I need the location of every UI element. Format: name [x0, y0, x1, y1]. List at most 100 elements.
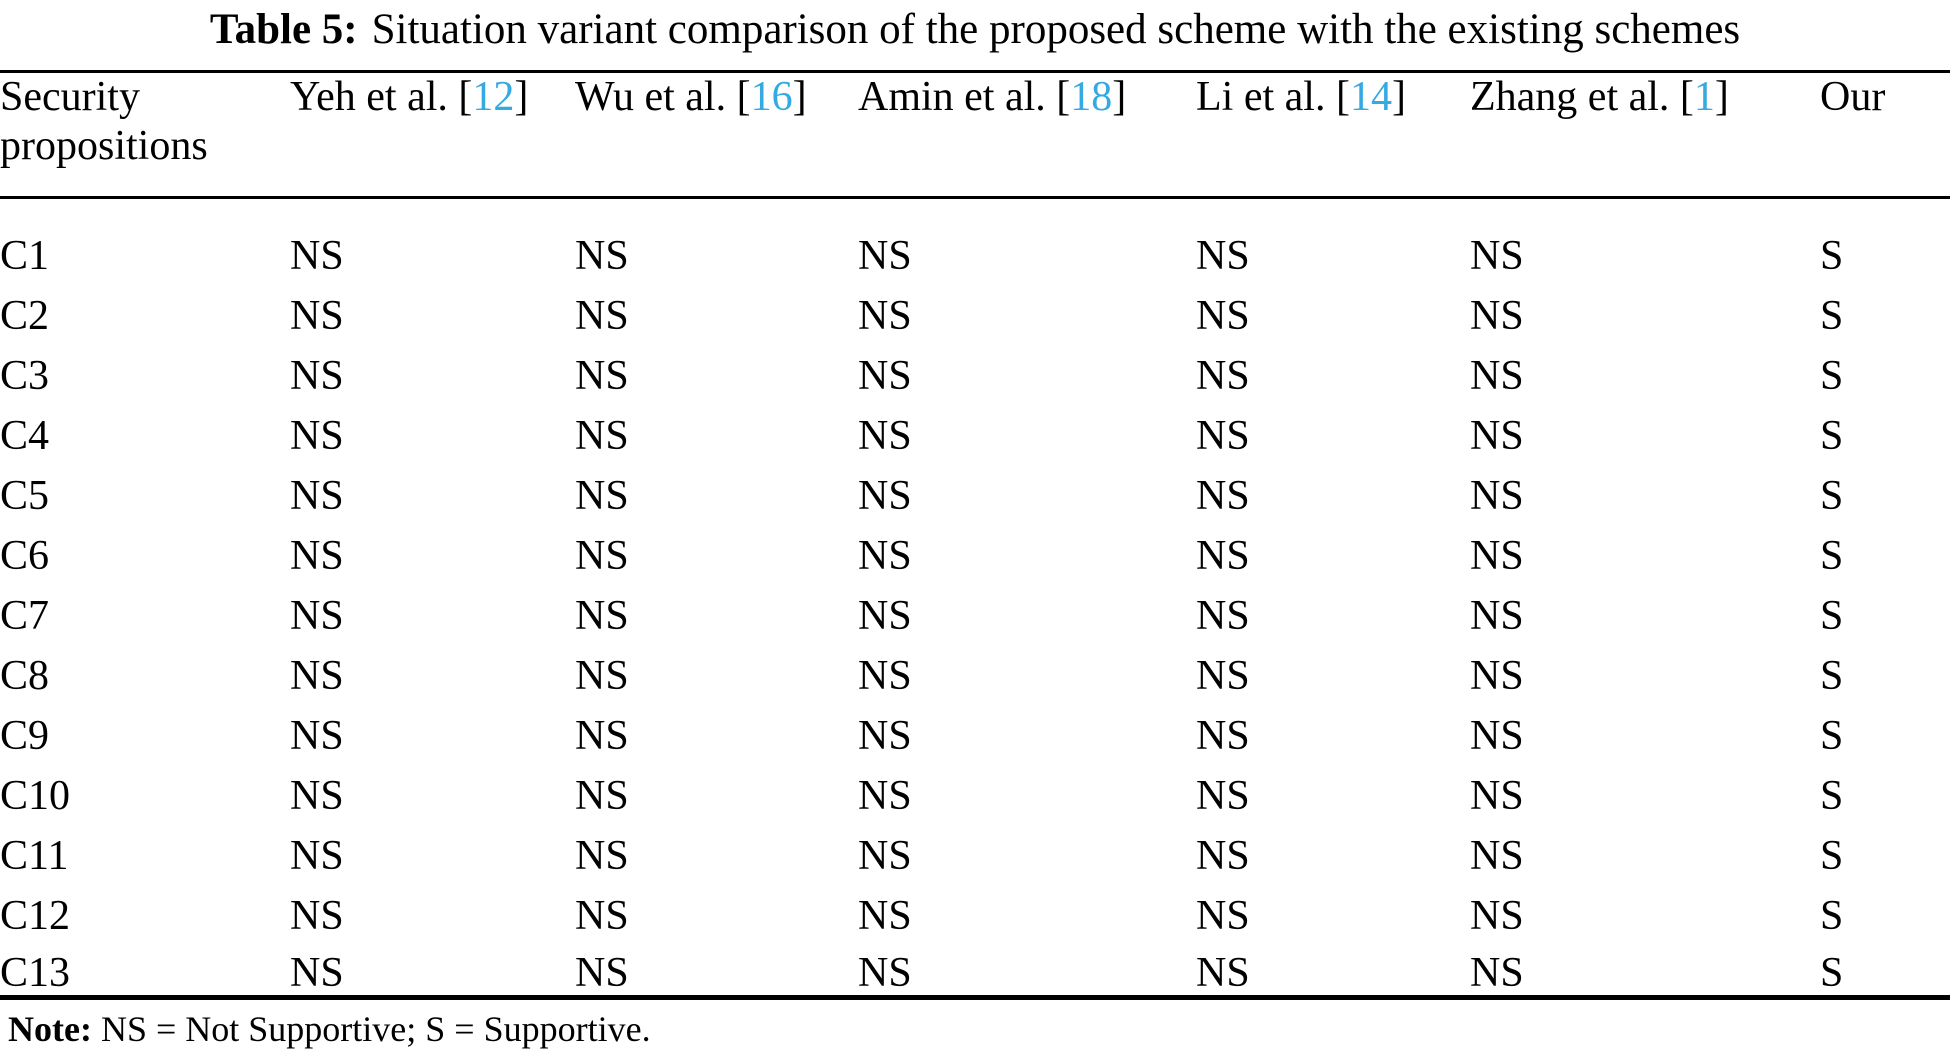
citation-link-14[interactable]: 14 [1349, 74, 1392, 120]
cell-value: NS [1470, 592, 1524, 638]
bracket-close: ] [1714, 74, 1729, 120]
cell-value: NS [858, 532, 912, 578]
cell-value: NS [290, 652, 344, 698]
cell-value: NS [1196, 292, 1250, 338]
cell-value: NS [575, 352, 629, 398]
cell-value: NS [1470, 232, 1524, 278]
cell-value: NS [858, 652, 912, 698]
table-row: C11 NS NS NS NS NS S [0, 818, 1950, 878]
cell-value: S [1820, 950, 1844, 996]
cell-value: NS [1196, 352, 1250, 398]
cell-value: NS [858, 292, 912, 338]
column-header-our-text: Our [1820, 74, 1886, 120]
cell-value: NS [1470, 772, 1524, 818]
column-header-wu: Wu et al. [16] [575, 71, 858, 199]
cell-value: NS [290, 592, 344, 638]
column-header-amin-text: Amin et al. [ [858, 74, 1071, 120]
citation-link-1[interactable]: 1 [1693, 74, 1715, 120]
cell-value: NS [290, 532, 344, 578]
cell-value: S [1820, 772, 1844, 818]
row-label: C2 [0, 292, 50, 338]
row-label: C8 [0, 652, 50, 698]
cell-value: S [1820, 592, 1844, 638]
cell-value: NS [1470, 472, 1524, 518]
cell-value: S [1820, 472, 1844, 518]
cell-value: NS [1470, 652, 1524, 698]
cell-value: S [1820, 232, 1844, 278]
column-header-wu-text: Wu et al. [ [575, 74, 751, 120]
cell-value: NS [575, 832, 629, 878]
cell-value: NS [858, 232, 912, 278]
cell-value: NS [575, 892, 629, 938]
cell-value: NS [575, 232, 629, 278]
row-label: C4 [0, 412, 50, 458]
table-row: C8 NS NS NS NS NS S [0, 638, 1950, 698]
citation-link-16[interactable]: 16 [750, 74, 793, 120]
cell-value: NS [1196, 832, 1250, 878]
row-label: C3 [0, 352, 50, 398]
cell-value: NS [575, 532, 629, 578]
cell-value: NS [1196, 772, 1250, 818]
cell-value: S [1820, 292, 1844, 338]
cell-value: NS [575, 412, 629, 458]
cell-value: NS [575, 292, 629, 338]
cell-value: NS [1196, 652, 1250, 698]
row-label: C5 [0, 472, 50, 518]
column-header-li-text: Li et al. [ [1196, 74, 1350, 120]
row-label: C1 [0, 232, 50, 278]
cell-value: NS [858, 412, 912, 458]
table-row: C4 NS NS NS NS NS S [0, 398, 1950, 458]
table-row: C13 NS NS NS NS NS S [0, 938, 1950, 998]
table-row: C1 NS NS NS NS NS S [0, 198, 1950, 278]
cell-value: NS [575, 772, 629, 818]
row-label: C9 [0, 712, 50, 758]
cell-value: NS [1470, 412, 1524, 458]
cell-value: NS [858, 832, 912, 878]
cell-value: NS [290, 292, 344, 338]
row-label: C7 [0, 592, 50, 638]
table-note-text: NS = Not Supportive; S = Supportive. [100, 1009, 651, 1049]
column-header-yeh-text: Yeh et al. [ [290, 74, 473, 120]
column-header-li: Li et al. [14] [1196, 71, 1470, 199]
table-row: C2 NS NS NS NS NS S [0, 278, 1950, 338]
cell-value: S [1820, 532, 1844, 578]
cell-value: NS [858, 352, 912, 398]
cell-value: NS [1196, 950, 1250, 996]
table-note: Note: NS = Not Supportive; S = Supportive… [0, 1000, 1950, 1050]
bracket-close: ] [1112, 74, 1127, 120]
cell-value: NS [290, 352, 344, 398]
table-caption: Table 5: Situation variant comparison of … [0, 0, 1950, 70]
cell-value: NS [1196, 592, 1250, 638]
cell-value: NS [1470, 892, 1524, 938]
cell-value: NS [575, 652, 629, 698]
row-label: C6 [0, 532, 50, 578]
cell-value: NS [575, 472, 629, 518]
citation-link-12[interactable]: 12 [472, 74, 515, 120]
citation-link-18[interactable]: 18 [1070, 74, 1113, 120]
cell-value: S [1820, 352, 1844, 398]
bracket-close: ] [1391, 74, 1406, 120]
table-note-label: Note: [8, 1009, 92, 1049]
table-row: C9 NS NS NS NS NS S [0, 698, 1950, 758]
cell-value: NS [1470, 292, 1524, 338]
cell-value: NS [575, 592, 629, 638]
cell-value: S [1820, 712, 1844, 758]
cell-value: NS [290, 412, 344, 458]
cell-value: NS [858, 592, 912, 638]
cell-value: NS [1196, 892, 1250, 938]
cell-value: NS [575, 950, 629, 996]
column-header-amin: Amin et al. [18] [858, 71, 1196, 199]
table-caption-text: Situation variant comparison of the prop… [371, 6, 1741, 53]
row-label: C11 [0, 832, 69, 878]
cell-value: S [1820, 652, 1844, 698]
header-row: Security propositions Yeh et al. [12] Wu… [0, 71, 1950, 199]
cell-value: NS [1470, 950, 1524, 996]
column-header-zhang: Zhang et al. [1] [1470, 71, 1820, 199]
table-row: C7 NS NS NS NS NS S [0, 578, 1950, 638]
row-label: C12 [0, 892, 71, 938]
column-header-zhang-text: Zhang et al. [ [1470, 74, 1694, 120]
column-header-security-propositions: Security propositions [0, 71, 290, 199]
cell-value: NS [290, 892, 344, 938]
cell-value: NS [575, 712, 629, 758]
